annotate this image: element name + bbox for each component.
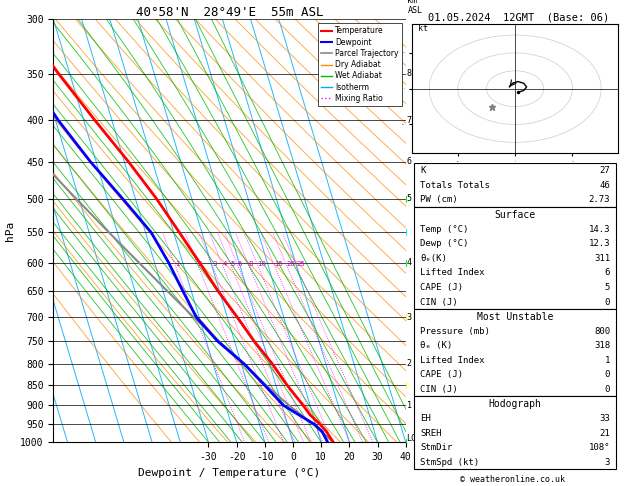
Text: 15: 15 — [274, 261, 283, 267]
Text: Temp (°C): Temp (°C) — [420, 225, 469, 234]
Y-axis label: hPa: hPa — [4, 221, 14, 241]
Text: 5: 5 — [406, 194, 411, 203]
Legend: Temperature, Dewpoint, Parcel Trajectory, Dry Adiabat, Wet Adiabat, Isotherm, Mi: Temperature, Dewpoint, Parcel Trajectory… — [318, 23, 402, 106]
Text: Pressure (mb): Pressure (mb) — [420, 327, 490, 336]
Text: 8: 8 — [406, 69, 411, 78]
Text: SREH: SREH — [420, 429, 442, 438]
Text: θₑ (K): θₑ (K) — [420, 341, 452, 350]
Text: 10: 10 — [258, 261, 267, 267]
Text: 0: 0 — [604, 297, 610, 307]
Text: 108°: 108° — [589, 443, 610, 452]
Text: CIN (J): CIN (J) — [420, 297, 458, 307]
Text: 7: 7 — [406, 116, 411, 125]
Text: Totals Totals: Totals Totals — [420, 181, 490, 190]
Bar — [414, 207, 616, 309]
Text: 6: 6 — [604, 268, 610, 278]
Text: 2.73: 2.73 — [589, 195, 610, 205]
Text: 8: 8 — [249, 261, 253, 267]
Text: 4: 4 — [223, 261, 227, 267]
Text: 318: 318 — [594, 341, 610, 350]
Text: CAPE (J): CAPE (J) — [420, 283, 463, 292]
Text: 3: 3 — [212, 261, 216, 267]
Text: 1: 1 — [406, 401, 411, 410]
Text: StmSpd (kt): StmSpd (kt) — [420, 458, 479, 467]
Text: CIN (J): CIN (J) — [420, 385, 458, 394]
Text: 3: 3 — [406, 312, 411, 322]
Text: © weatheronline.co.uk: © weatheronline.co.uk — [460, 474, 565, 484]
Text: PW (cm): PW (cm) — [420, 195, 458, 205]
Text: K: K — [420, 166, 426, 175]
Text: Lifted Index: Lifted Index — [420, 356, 485, 365]
Text: StmDir: StmDir — [420, 443, 452, 452]
Text: 1: 1 — [604, 356, 610, 365]
Text: 25: 25 — [296, 261, 305, 267]
Text: 800: 800 — [594, 327, 610, 336]
Text: 311: 311 — [594, 254, 610, 263]
Text: 6: 6 — [406, 157, 411, 166]
Text: Lifted Index: Lifted Index — [420, 268, 485, 278]
Bar — [414, 396, 616, 469]
Text: 1: 1 — [175, 261, 180, 267]
Text: CAPE (J): CAPE (J) — [420, 370, 463, 380]
Title: 40°58'N  28°49'E  55m ASL: 40°58'N 28°49'E 55m ASL — [136, 6, 323, 19]
Text: Dewp (°C): Dewp (°C) — [420, 239, 469, 248]
Text: Surface: Surface — [494, 209, 536, 220]
Text: EH: EH — [420, 414, 431, 423]
Text: Most Unstable: Most Unstable — [477, 312, 554, 322]
Text: 21: 21 — [599, 429, 610, 438]
X-axis label: Dewpoint / Temperature (°C): Dewpoint / Temperature (°C) — [138, 468, 321, 478]
Text: 2: 2 — [198, 261, 203, 267]
Text: km
ASL: km ASL — [408, 0, 423, 15]
Text: 0: 0 — [604, 370, 610, 380]
Text: 14.3: 14.3 — [589, 225, 610, 234]
Text: kt: kt — [418, 24, 428, 34]
Text: 33: 33 — [599, 414, 610, 423]
Text: 46: 46 — [599, 181, 610, 190]
Text: Hodograph: Hodograph — [489, 399, 542, 409]
Text: 01.05.2024  12GMT  (Base: 06): 01.05.2024 12GMT (Base: 06) — [428, 12, 610, 22]
Bar — [414, 163, 616, 207]
Text: 5: 5 — [604, 283, 610, 292]
Text: LCL: LCL — [406, 434, 421, 443]
Text: 0: 0 — [604, 385, 610, 394]
Bar — [414, 309, 616, 396]
Text: 2: 2 — [406, 359, 411, 368]
Text: 12.3: 12.3 — [589, 239, 610, 248]
Text: θₑ(K): θₑ(K) — [420, 254, 447, 263]
Text: 27: 27 — [599, 166, 610, 175]
Text: 5: 5 — [231, 261, 235, 267]
Text: 20: 20 — [286, 261, 296, 267]
Text: 6: 6 — [238, 261, 242, 267]
Text: 4: 4 — [406, 259, 411, 267]
Text: 3: 3 — [604, 458, 610, 467]
